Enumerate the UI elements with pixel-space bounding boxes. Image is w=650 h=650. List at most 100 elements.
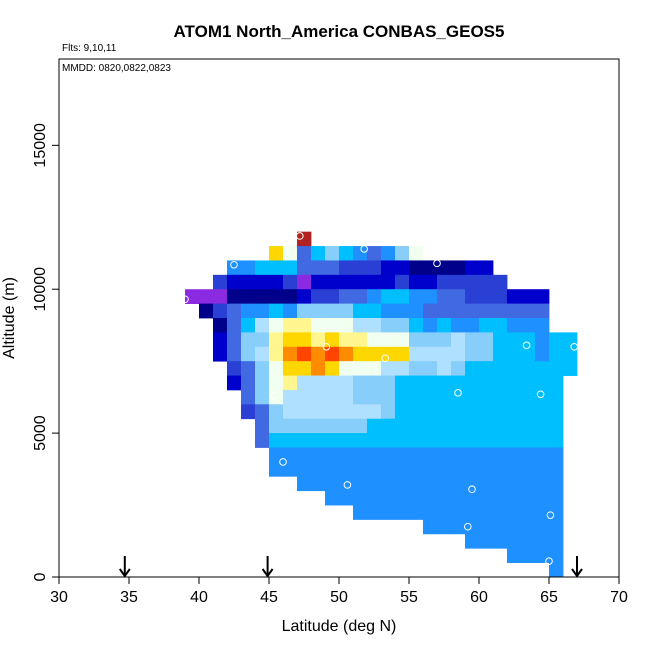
heatmap-cell xyxy=(395,303,410,319)
heatmap-cell xyxy=(213,303,228,319)
heatmap-cell xyxy=(311,260,326,276)
heatmap-cell xyxy=(255,433,270,448)
heatmap-cell xyxy=(479,418,494,434)
heatmap-cell xyxy=(325,433,340,448)
heatmap-cell xyxy=(269,318,284,333)
heatmap-cell xyxy=(395,433,410,448)
heatmap-cell xyxy=(507,361,522,376)
heatmap-cell xyxy=(479,361,494,376)
heatmap-cell xyxy=(297,418,312,434)
heatmap-cell xyxy=(507,505,522,520)
heatmap-cell xyxy=(381,274,396,290)
heatmap-cell xyxy=(283,289,298,305)
heatmap-cell xyxy=(437,274,452,290)
heatmap-cell xyxy=(367,461,382,477)
heatmap-cell xyxy=(353,375,368,391)
sample-point xyxy=(454,389,462,397)
profile-arrow xyxy=(118,556,131,578)
heatmap-cell xyxy=(535,548,550,564)
heatmap-cell xyxy=(283,246,298,261)
heatmap-cell xyxy=(227,303,242,319)
heatmap-cell xyxy=(521,332,536,348)
heatmap-cell xyxy=(409,433,424,448)
heatmap-cell xyxy=(493,533,508,549)
heatmap-cell xyxy=(493,505,508,520)
heatmap-cell xyxy=(479,447,494,463)
heatmap-cell xyxy=(521,548,536,564)
heatmap-cell xyxy=(479,318,494,333)
heatmap-cell xyxy=(451,361,466,376)
heatmap-cell xyxy=(493,476,508,492)
heatmap-cell xyxy=(465,447,480,463)
heatmap-cell xyxy=(381,346,396,362)
heatmap-cell xyxy=(255,274,270,290)
heatmap-cell xyxy=(367,260,382,276)
heatmap-cell xyxy=(381,433,396,448)
heatmap-cell xyxy=(395,274,410,290)
heatmap-cell xyxy=(535,461,550,477)
heatmap-cell xyxy=(423,519,438,535)
heatmap-cell xyxy=(227,274,242,290)
heatmap-cell xyxy=(493,361,508,376)
heatmap-cell xyxy=(255,389,270,405)
heatmap-cell xyxy=(409,476,424,492)
heatmap-cell xyxy=(549,433,564,448)
heatmap-cell xyxy=(521,461,536,477)
heatmap-cell xyxy=(465,389,480,405)
heatmap-cell xyxy=(367,346,382,362)
heatmap-cell xyxy=(507,519,522,535)
heatmap-cell xyxy=(395,289,410,305)
heatmap-cell xyxy=(311,246,326,261)
heatmap-cell xyxy=(311,447,326,463)
heatmap-cell xyxy=(381,303,396,319)
heatmap-cell xyxy=(451,490,466,506)
heatmap-cell xyxy=(479,303,494,319)
y-tick-label: 5000 xyxy=(32,415,49,451)
heatmap-cell xyxy=(339,418,354,434)
heatmap-cell xyxy=(521,318,536,333)
sample-point xyxy=(322,342,331,351)
heatmap-cell xyxy=(339,490,354,506)
heatmap-cell xyxy=(339,318,354,333)
heatmap-cell xyxy=(507,533,522,549)
heatmap-cell xyxy=(535,476,550,492)
heatmap-cell xyxy=(535,519,550,535)
heatmap-cell xyxy=(409,346,424,362)
heatmap-cell xyxy=(283,318,298,333)
heatmap-cell xyxy=(493,289,508,305)
heatmap-cell xyxy=(451,289,466,305)
heatmap-cell xyxy=(255,260,270,276)
heatmap-cell xyxy=(423,418,438,434)
heatmap-cell xyxy=(297,246,312,261)
heatmap-cell xyxy=(549,389,564,405)
heatmap-cell xyxy=(353,505,368,520)
heatmap-cell xyxy=(269,332,284,348)
heatmap-cell xyxy=(423,332,438,348)
x-tick-label: 50 xyxy=(330,589,348,606)
heatmap-cell xyxy=(437,318,452,333)
heatmap-cell xyxy=(409,318,424,333)
heatmap-cell xyxy=(521,533,536,549)
heatmap-cell xyxy=(479,375,494,391)
heatmap-cell xyxy=(381,375,396,391)
x-tick-label: 70 xyxy=(610,589,628,606)
heatmap-cell xyxy=(409,389,424,405)
heatmap-cell xyxy=(423,303,438,319)
heatmap-cell xyxy=(465,332,480,348)
heatmap-cell xyxy=(451,447,466,463)
heatmap-cell xyxy=(479,505,494,520)
heatmap-cell xyxy=(325,404,340,420)
heatmap-cell xyxy=(437,260,452,276)
heatmap-cell xyxy=(535,418,550,434)
heatmap-cell xyxy=(339,375,354,391)
heatmap-cell xyxy=(241,404,256,420)
heatmap-cell xyxy=(451,332,466,348)
heatmap-cell xyxy=(409,404,424,420)
heatmap-cell xyxy=(353,490,368,506)
heatmap-cell xyxy=(507,332,522,348)
heatmap-cell xyxy=(353,246,368,261)
heatmap-cell xyxy=(507,447,522,463)
heatmap-cell xyxy=(269,375,284,391)
heatmap-cell xyxy=(437,332,452,348)
x-tick-label: 45 xyxy=(260,589,278,606)
